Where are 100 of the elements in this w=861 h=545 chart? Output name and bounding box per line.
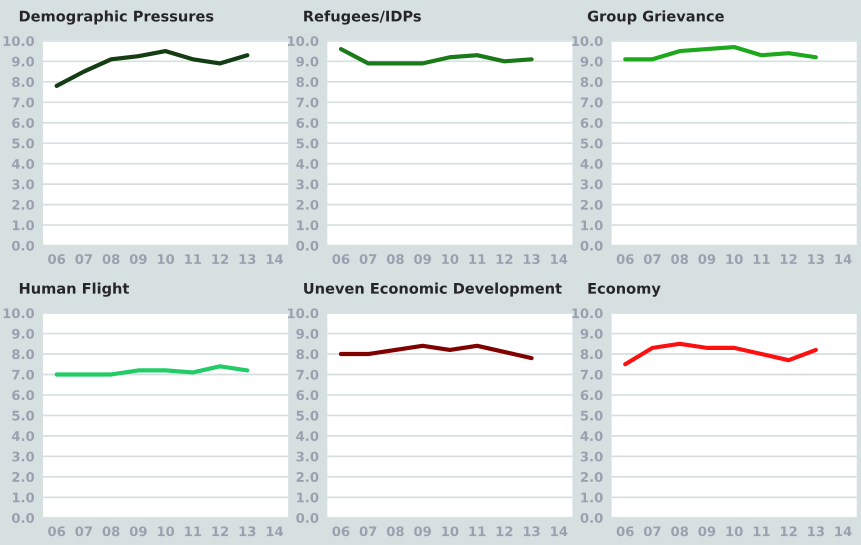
y-tick-label: 4.0 — [12, 431, 34, 442]
y-tick-label: 10.0 — [288, 308, 318, 318]
y-tick-label: 9.0 — [12, 328, 34, 339]
x-tick-label: 06 — [48, 254, 66, 264]
x-tick-label: 11 — [754, 254, 770, 264]
x-tick-label: 07 — [360, 254, 376, 264]
x-tick-label: 12 — [496, 526, 512, 536]
line-series — [623, 44, 818, 62]
x-tick-label: 09 — [414, 254, 431, 264]
y-tick-label: 6.0 — [12, 118, 34, 128]
x-tick-label: 10 — [442, 526, 458, 536]
y-tick-label: 4.0 — [580, 158, 603, 169]
y-tick-label: 3.0 — [12, 452, 34, 462]
x-tick-label: 08 — [386, 526, 404, 536]
y-tick-label: 10.0 — [572, 308, 603, 318]
x-tick-label: 07 — [644, 254, 661, 264]
y-tick-label: 2.0 — [12, 472, 34, 482]
x-tick-label: 10 — [726, 526, 743, 536]
y-tick-label: 9.0 — [296, 328, 318, 339]
x-tick-label: 11 — [185, 254, 202, 264]
x-tick-label: 08 — [102, 254, 120, 264]
y-tick-label: 8.0 — [12, 349, 34, 360]
x-tick-label: 09 — [130, 526, 147, 536]
y-tick-label: 7.0 — [296, 97, 318, 108]
y-tick-label: 2.0 — [580, 472, 603, 482]
line-series — [338, 46, 534, 66]
x-tick-label: 09 — [698, 526, 716, 536]
y-tick-label: 9.0 — [12, 56, 34, 67]
y-tick-label: 6.0 — [580, 118, 603, 128]
y-tick-label: 6.0 — [296, 118, 318, 128]
x-tick-label: 09 — [414, 526, 431, 536]
x-tick-label: 12 — [212, 526, 228, 536]
x-tick-label: 06 — [616, 254, 634, 264]
y-tick-label: 7.0 — [580, 97, 603, 108]
y-tick-label: 10.0 — [288, 36, 318, 46]
y-tick-label: 5.0 — [296, 138, 318, 148]
x-tick-label: 10 — [158, 526, 174, 536]
y-tick-label: 8.0 — [580, 77, 603, 88]
x-tick-label: 10 — [726, 254, 743, 264]
y-tick-label: 0.0 — [12, 240, 34, 251]
y-tick-label: 6.0 — [580, 390, 603, 400]
y-tick-label: 7.0 — [12, 97, 34, 108]
x-tick-label: 11 — [469, 254, 486, 264]
x-tick-label: 13 — [808, 526, 824, 536]
y-tick-label: 1.0 — [12, 220, 34, 230]
y-tick-label: 6.0 — [12, 390, 34, 400]
y-tick-label: 8.0 — [12, 77, 34, 88]
x-tick-label: 07 — [360, 526, 376, 536]
y-tick-label: 1.0 — [297, 492, 318, 502]
x-tick-label: 14 — [551, 526, 568, 536]
y-tick-label: 1.0 — [297, 220, 318, 230]
y-tick-label: 9.0 — [296, 56, 318, 67]
y-tick-label: 2.0 — [296, 200, 318, 210]
y-tick-label: 7.0 — [296, 370, 318, 380]
y-tick-label: 4.0 — [12, 158, 34, 169]
y-tick-label: 0.0 — [580, 512, 603, 523]
x-tick-label: 12 — [496, 254, 512, 264]
y-tick-label: 4.0 — [296, 431, 318, 442]
y-tick-label: 3.0 — [296, 179, 318, 190]
y-tick-label: 7.0 — [580, 370, 603, 380]
x-tick-label: 13 — [524, 254, 540, 264]
x-tick-label: 14 — [266, 254, 284, 264]
x-tick-label: 06 — [332, 526, 350, 536]
x-tick-label: 08 — [671, 254, 688, 264]
y-tick-label: 0.0 — [580, 240, 603, 251]
y-tick-label: 9.0 — [580, 56, 603, 67]
y-tick-label: 10.0 — [4, 308, 34, 318]
x-tick-label: 12 — [780, 254, 797, 264]
y-tick-label: 3.0 — [12, 179, 34, 190]
y-tick-label: 0.0 — [12, 512, 34, 523]
y-tick-label: 6.0 — [296, 390, 318, 400]
y-tick-label: 5.0 — [296, 410, 318, 421]
y-tick-label: 0.0 — [296, 512, 318, 523]
y-tick-label: 5.0 — [12, 138, 34, 148]
y-tick-label: 9.0 — [580, 328, 603, 339]
x-tick-label: 11 — [754, 526, 770, 536]
x-tick-label: 06 — [48, 526, 66, 536]
y-tick-label: 5.0 — [580, 138, 603, 148]
x-tick-label: 07 — [75, 254, 92, 264]
y-tick-label: 3.0 — [296, 452, 318, 462]
x-tick-label: 13 — [240, 254, 256, 264]
x-tick-label: 10 — [442, 254, 458, 264]
y-tick-label: 2.0 — [580, 200, 603, 210]
x-tick-label: 13 — [240, 526, 256, 536]
line-series — [54, 364, 250, 377]
x-tick-label: 09 — [130, 254, 147, 264]
x-tick-label: 13 — [524, 526, 540, 536]
x-tick-label: 10 — [158, 254, 174, 264]
y-tick-label: 8.0 — [580, 349, 603, 360]
x-tick-label: 12 — [212, 254, 228, 264]
y-tick-label: 10.0 — [4, 36, 34, 46]
x-tick-label: 13 — [808, 254, 824, 264]
x-tick-label: 06 — [332, 254, 350, 264]
x-tick-label: 11 — [185, 526, 202, 536]
y-tick-label: 1.0 — [12, 492, 34, 502]
line-series — [338, 344, 534, 360]
y-tick-label: 1.0 — [581, 492, 603, 502]
y-tick-label: 3.0 — [580, 452, 603, 462]
y-tick-label: 7.0 — [12, 370, 34, 380]
y-tick-label: 4.0 — [580, 431, 603, 442]
